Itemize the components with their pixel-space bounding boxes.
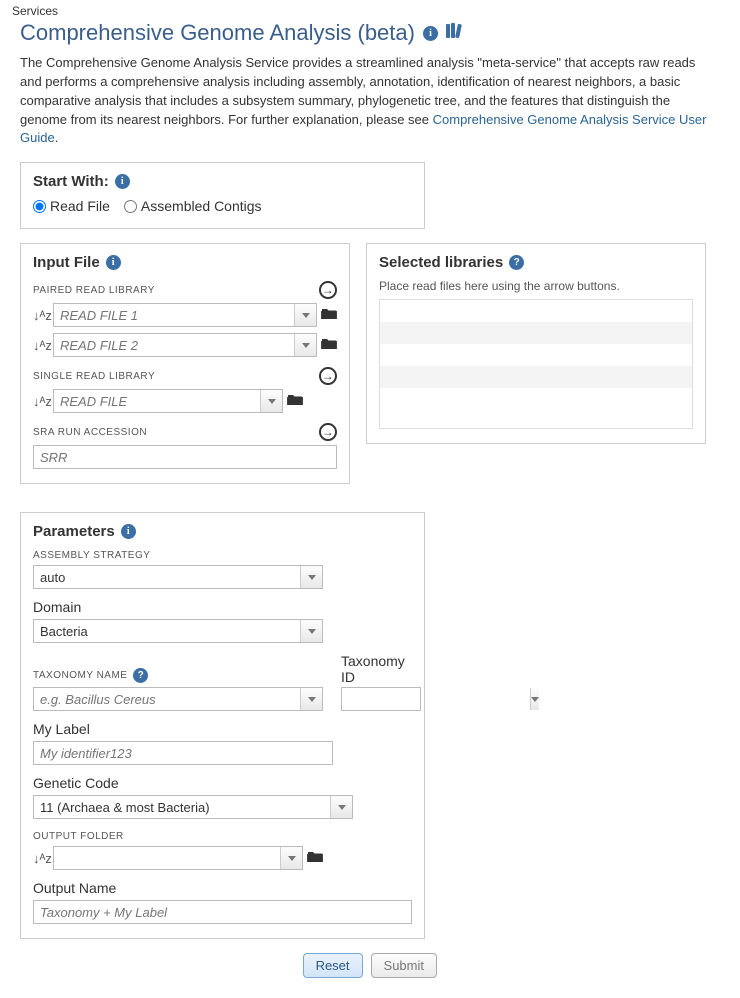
radio-assembled-contigs[interactable]: Assembled Contigs xyxy=(124,198,262,214)
dropdown-toggle[interactable] xyxy=(294,334,316,356)
libraries-list xyxy=(379,299,693,429)
list-item xyxy=(380,322,692,344)
page-title-text: Comprehensive Genome Analysis (beta) xyxy=(20,20,415,46)
domain-label: Domain xyxy=(33,599,412,615)
taxonomy-name-combo[interactable] xyxy=(33,687,323,711)
dropdown-toggle[interactable] xyxy=(300,688,322,710)
sra-input[interactable] xyxy=(33,445,337,469)
taxonomy-name-input[interactable] xyxy=(34,688,300,710)
folder-icon[interactable] xyxy=(321,307,337,324)
list-item xyxy=(380,388,692,410)
single-read-combo[interactable] xyxy=(53,389,283,413)
dropdown-toggle[interactable] xyxy=(530,688,539,710)
dropdown-toggle[interactable] xyxy=(260,390,282,412)
output-folder-input[interactable] xyxy=(54,847,280,869)
info-icon[interactable]: i xyxy=(423,26,438,41)
output-folder-combo[interactable] xyxy=(53,846,303,870)
info-icon[interactable]: i xyxy=(115,174,130,189)
help-icon[interactable]: ? xyxy=(133,668,148,683)
domain-value[interactable] xyxy=(34,620,300,642)
taxonomy-id-label: Taxonomy ID xyxy=(341,653,411,685)
add-sra-icon[interactable]: → xyxy=(319,423,337,441)
read-file-2-combo[interactable] xyxy=(53,333,317,357)
sort-icon[interactable]: ↓ᴬᴢ xyxy=(33,851,49,866)
single-read-input[interactable] xyxy=(54,390,260,412)
list-item xyxy=(380,344,692,366)
single-library-label: SINGLE READ LIBRARY xyxy=(33,371,155,382)
start-with-panel: Start With: i Read File Assembled Contig… xyxy=(20,162,425,229)
my-label-input[interactable] xyxy=(33,741,333,765)
assembly-strategy-value[interactable] xyxy=(34,566,300,588)
read-file-2-input[interactable] xyxy=(54,334,294,356)
radio-assembled-label: Assembled Contigs xyxy=(141,198,262,214)
dropdown-toggle[interactable] xyxy=(294,304,316,326)
radio-read-file[interactable]: Read File xyxy=(33,198,110,214)
tutorial-icon[interactable] xyxy=(446,23,466,44)
sort-icon[interactable]: ↓ᴬᴢ xyxy=(33,394,49,409)
dropdown-toggle[interactable] xyxy=(280,847,302,869)
dropdown-toggle[interactable] xyxy=(300,620,322,642)
read-file-1-input[interactable] xyxy=(54,304,294,326)
assembly-strategy-label: ASSEMBLY STRATEGY xyxy=(33,550,150,561)
domain-select[interactable] xyxy=(33,619,323,643)
input-file-panel: Input File i PAIRED READ LIBRARY → ↓ᴬᴢ ↓… xyxy=(20,243,350,484)
add-single-icon[interactable]: → xyxy=(319,367,337,385)
radio-read-file-input[interactable] xyxy=(33,200,46,213)
dropdown-toggle[interactable] xyxy=(330,796,352,818)
selected-libraries-hint: Place read files here using the arrow bu… xyxy=(379,279,693,293)
page-title: Comprehensive Genome Analysis (beta) i xyxy=(20,20,728,46)
sra-label: SRA RUN ACCESSION xyxy=(33,427,147,438)
breadcrumb: Services xyxy=(12,4,728,18)
input-file-title: Input File xyxy=(33,254,100,271)
my-label-label: My Label xyxy=(33,721,412,737)
output-name-label: Output Name xyxy=(33,880,412,896)
start-with-title: Start With: xyxy=(33,173,109,190)
info-icon[interactable]: i xyxy=(106,255,121,270)
taxonomy-id-input[interactable] xyxy=(342,688,530,710)
folder-icon[interactable] xyxy=(307,850,323,867)
list-item xyxy=(380,366,692,388)
intro-text: The Comprehensive Genome Analysis Servic… xyxy=(20,54,720,148)
submit-button[interactable]: Submit xyxy=(371,953,437,978)
sort-icon[interactable]: ↓ᴬᴢ xyxy=(33,338,49,353)
genetic-code-select[interactable] xyxy=(33,795,353,819)
genetic-code-label: Genetic Code xyxy=(33,775,412,791)
parameters-title: Parameters xyxy=(33,523,115,540)
dropdown-toggle[interactable] xyxy=(300,566,322,588)
parameters-panel: Parameters i ASSEMBLY STRATEGY Domain TA… xyxy=(20,512,425,939)
add-paired-icon[interactable]: → xyxy=(319,281,337,299)
selected-libraries-title: Selected libraries xyxy=(379,254,503,271)
assembly-strategy-select[interactable] xyxy=(33,565,323,589)
output-name-input[interactable] xyxy=(33,900,412,924)
taxonomy-id-combo[interactable] xyxy=(341,687,421,711)
radio-assembled-input[interactable] xyxy=(124,200,137,213)
read-file-1-combo[interactable] xyxy=(53,303,317,327)
list-item xyxy=(380,300,692,322)
info-icon[interactable]: i xyxy=(121,524,136,539)
output-folder-label: OUTPUT FOLDER xyxy=(33,831,124,842)
folder-icon[interactable] xyxy=(321,337,337,354)
taxonomy-name-label: TAXONOMY NAME xyxy=(33,670,127,681)
genetic-code-value[interactable] xyxy=(34,796,330,818)
folder-icon[interactable] xyxy=(287,393,303,410)
selected-libraries-panel: Selected libraries ? Place read files he… xyxy=(366,243,706,444)
reset-button[interactable]: Reset xyxy=(303,953,363,978)
help-icon[interactable]: ? xyxy=(509,255,524,270)
radio-read-file-label: Read File xyxy=(50,198,110,214)
sort-icon[interactable]: ↓ᴬᴢ xyxy=(33,308,49,323)
paired-library-label: PAIRED READ LIBRARY xyxy=(33,285,155,296)
